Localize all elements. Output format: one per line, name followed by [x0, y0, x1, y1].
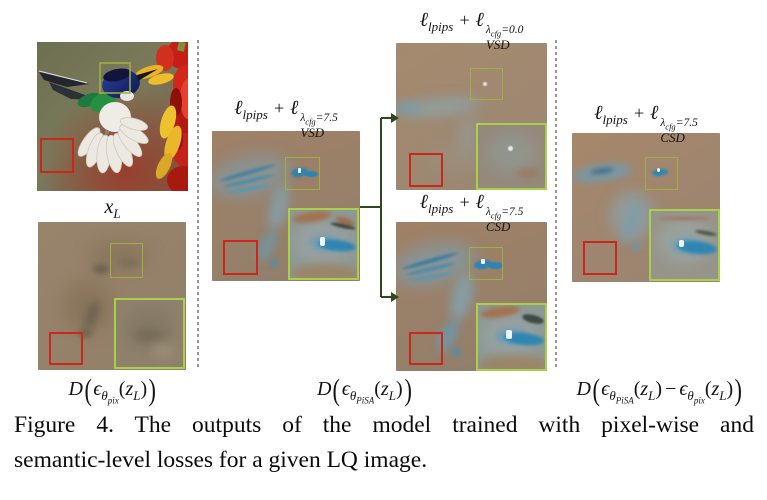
green-roi-box — [285, 157, 320, 190]
vsd-cfg75-output-image — [212, 131, 360, 281]
hummingbird-photo — [37, 39, 201, 194]
red-roi-box — [583, 241, 617, 275]
arrowhead-bottom-icon — [391, 292, 399, 302]
label-loss-csd-cfg75-mid: ℓlpips + ℓ λcfg=7.5 CSD — [419, 191, 524, 234]
label-loss-vsd-cfg75: ℓlpips + ℓ λcfg=7.5 VSD — [234, 97, 338, 140]
green-roi-box — [645, 157, 678, 190]
green-roi-box — [99, 62, 131, 94]
caption-line-2: semantic-level losses for a given LQ ima… — [14, 447, 428, 473]
red-roi-box — [409, 332, 443, 365]
zoom-inset-box — [114, 298, 185, 369]
green-roi-box — [469, 247, 503, 280]
dotted-divider-left — [197, 40, 199, 370]
zoom-inset-box — [288, 208, 359, 280]
label-d-diff: D(ϵθPiSA(zL) − ϵθpix(zL)) — [576, 372, 743, 407]
label-loss-csd-cfg75-right: ℓlpips + ℓ λcfg=7.5 CSD — [594, 102, 698, 145]
csd-diff-output-image — [572, 133, 720, 282]
arrowhead-top-icon — [391, 113, 399, 123]
zoom-inset-box — [476, 303, 547, 371]
vsd-cfg00-output-image — [396, 43, 547, 190]
red-roi-box — [49, 332, 83, 365]
lq-input-image — [37, 39, 201, 194]
red-roi-box — [409, 153, 443, 187]
label-d-pix: D(ϵθpix(zL)) — [68, 372, 157, 407]
zoom-inset-box — [649, 209, 720, 281]
label-loss-vsd-cfg00: ℓlpips + ℓ λcfg=0.0 VSD — [419, 9, 524, 52]
green-roi-box — [110, 243, 143, 278]
red-roi-box — [40, 138, 74, 173]
csd-cfg75-output-image — [396, 222, 547, 371]
figure-caption: Figure 4. The outputs of the model train… — [14, 408, 754, 478]
pix-output-image — [38, 222, 186, 370]
caption-line-1: Figure 4. The outputs of the model train… — [14, 412, 754, 438]
label-d-pisa: D(ϵθPiSA(zL)) — [317, 372, 412, 407]
red-roi-box — [223, 240, 258, 275]
dotted-divider-right — [555, 40, 557, 368]
label-xl: xL — [104, 196, 121, 221]
zoom-inset-box — [476, 123, 547, 190]
branch-arrow — [360, 113, 399, 302]
green-roi-box — [470, 68, 503, 100]
